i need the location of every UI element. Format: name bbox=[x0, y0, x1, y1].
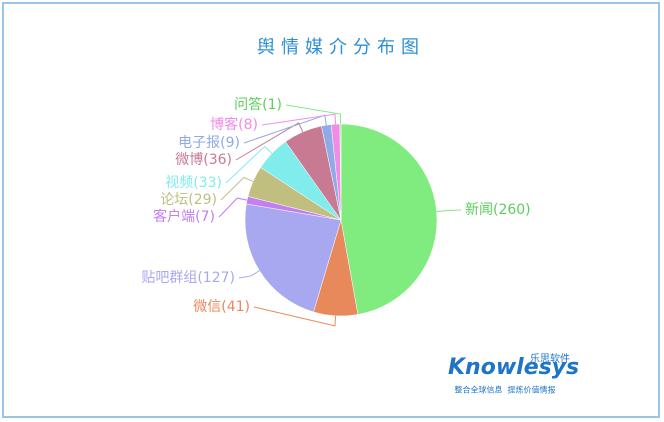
data-label: 贴吧群组(127) bbox=[141, 270, 235, 286]
logo-cn: 乐思软件 bbox=[530, 352, 570, 365]
leader-line bbox=[285, 104, 341, 125]
pie-slice bbox=[340, 123, 438, 315]
leader-line bbox=[238, 270, 260, 279]
data-label: 论坛(29) bbox=[160, 192, 217, 208]
leader-line bbox=[235, 122, 304, 161]
leader-line bbox=[253, 306, 337, 327]
data-label: 微信(41) bbox=[193, 299, 250, 315]
chart-title: 舆情媒介分布图 bbox=[257, 37, 425, 58]
leader-line bbox=[261, 113, 337, 126]
data-label: 视频(33) bbox=[165, 175, 222, 191]
leader-line bbox=[220, 176, 254, 201]
leader-line bbox=[225, 145, 273, 184]
logo-slogan: 整合全球信息 提炼价值情报 bbox=[454, 385, 555, 395]
leader-line bbox=[218, 197, 248, 218]
data-label: 新闻(260) bbox=[465, 202, 531, 218]
data-label: 博客(8) bbox=[210, 116, 258, 133]
logo-name: Knowlesys bbox=[448, 355, 579, 380]
leader-line bbox=[436, 209, 462, 213]
data-label: 微博(36) bbox=[175, 151, 232, 168]
data-label: 问答(1) bbox=[234, 96, 282, 113]
pie-slice bbox=[244, 203, 342, 313]
data-label: 客户端(7) bbox=[153, 208, 215, 225]
data-label: 电子报(9) bbox=[178, 135, 240, 151]
